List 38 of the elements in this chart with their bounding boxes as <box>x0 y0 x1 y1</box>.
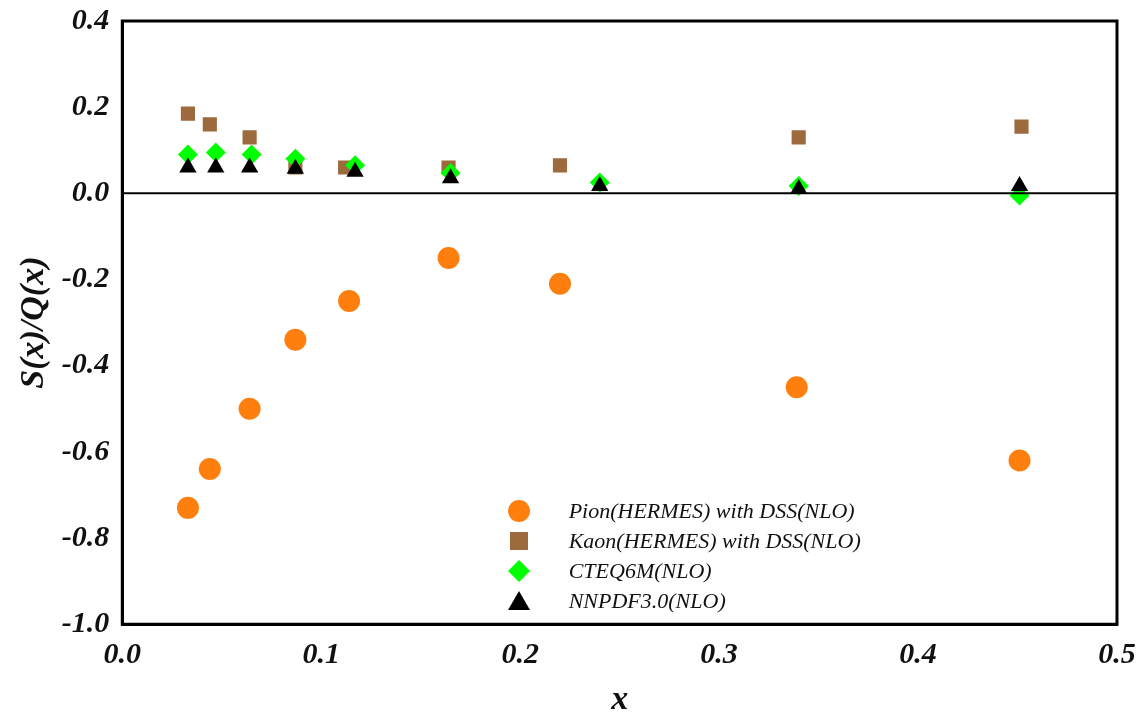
point <box>176 496 199 519</box>
point <box>242 130 257 145</box>
point <box>1008 449 1031 472</box>
y-tick-label: -0.6 <box>61 432 110 466</box>
point <box>241 144 262 165</box>
point <box>548 272 571 295</box>
legend-label: Kaon(HERMES) with DSS(NLO) <box>568 528 861 555</box>
point <box>785 376 808 399</box>
x-tick-label: 0.2 <box>501 635 539 669</box>
point <box>791 130 806 145</box>
y-tick-label: 0.0 <box>71 174 110 208</box>
point <box>284 328 307 351</box>
y-tick-label: -0.8 <box>61 518 110 552</box>
x-axis-title: x <box>610 679 629 717</box>
point <box>180 106 196 121</box>
x-tick-label: 0.3 <box>700 635 738 669</box>
point <box>205 142 226 163</box>
point <box>1014 119 1029 134</box>
y-tick-label: -0.4 <box>61 346 110 380</box>
y-tick-label: 0.2 <box>71 87 110 121</box>
y-tick-label: 0.4 <box>71 1 110 35</box>
y-tick-label: -1.0 <box>61 604 110 638</box>
legend-label: Pion(HERMES) with DSS(NLO) <box>568 498 855 525</box>
legend-label: NNPDF3.0(NLO) <box>568 588 726 615</box>
point <box>238 397 261 420</box>
x-tick-label: 0.5 <box>1098 635 1136 669</box>
point <box>338 290 361 313</box>
point <box>552 158 568 173</box>
x-tick-label: 0.4 <box>899 635 937 669</box>
point <box>1010 176 1029 192</box>
x-tick-label: 0.0 <box>103 635 142 669</box>
y-tick-label: -0.2 <box>61 260 110 294</box>
legend-label: CTEQ6M(NLO) <box>568 558 712 585</box>
x-tick-label: 0.1 <box>302 635 340 669</box>
point <box>202 117 217 132</box>
point <box>198 458 221 481</box>
point <box>437 246 460 269</box>
y-axis-title: S(x)/Q(x) <box>13 256 52 389</box>
